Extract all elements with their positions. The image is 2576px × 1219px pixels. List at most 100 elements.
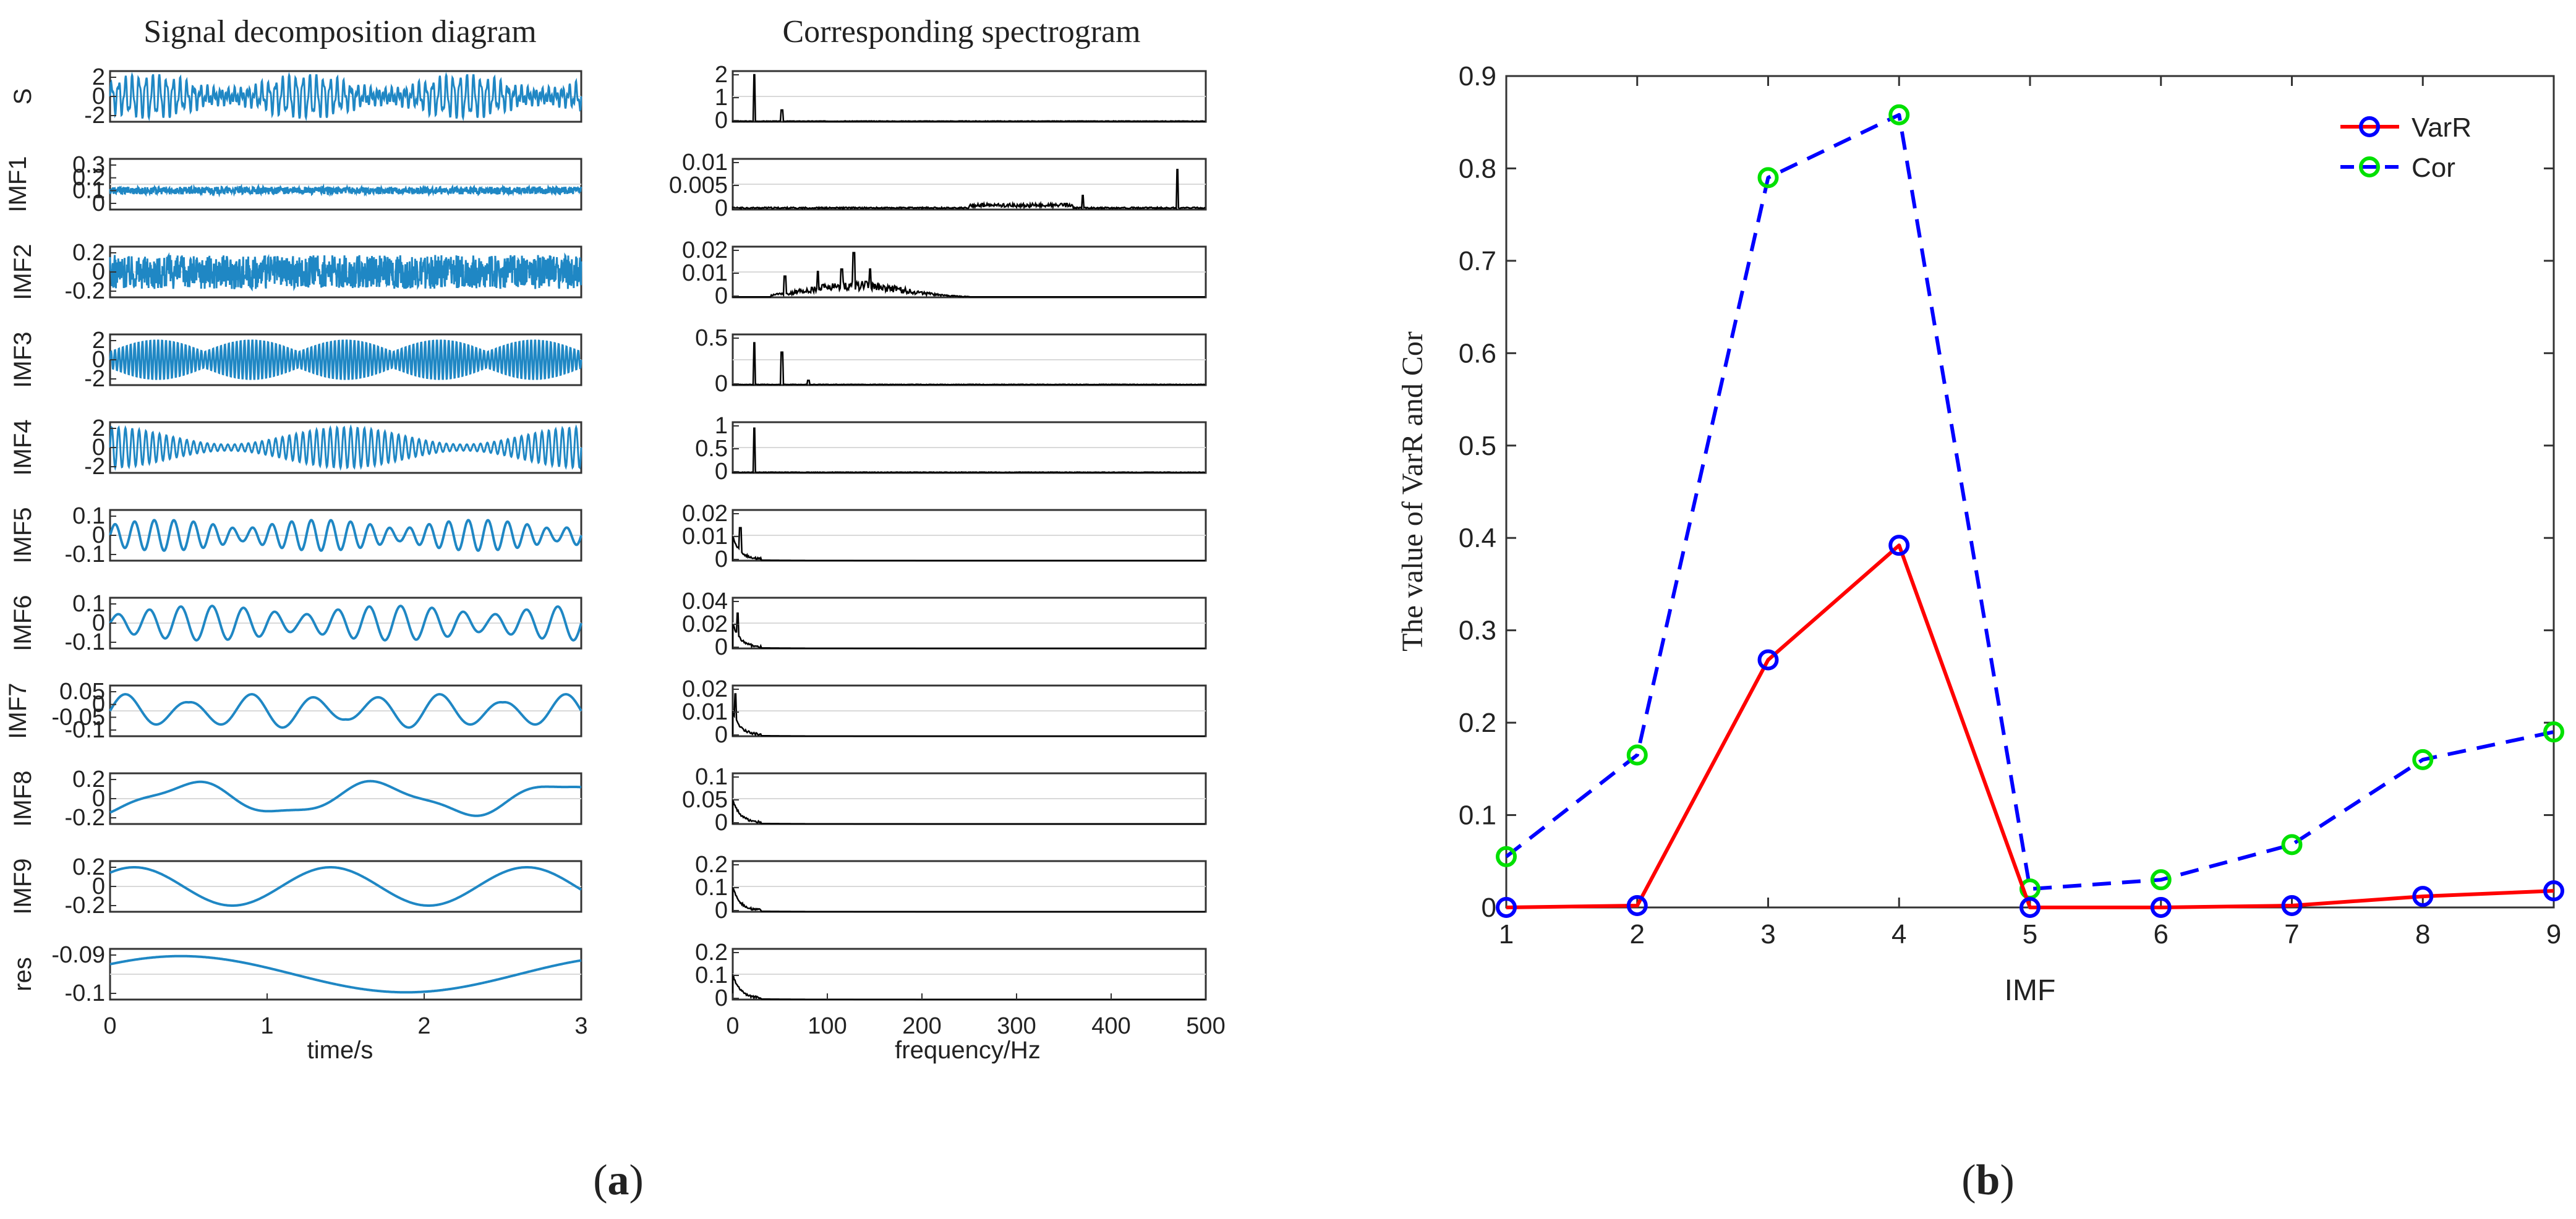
series-varr-marker [2150,897,2172,918]
signal-ytick-label: 2 [92,415,105,441]
spectrum-ytick-label: 0.02 [682,676,728,702]
signal-ytick-label: 0.2 [72,767,105,792]
series-varr-marker [1496,897,1517,918]
series-varr-marker [2281,895,2303,917]
b-ytick-label: 0.3 [1459,616,1496,646]
row-label-imf9: IMF9 [9,858,36,914]
signal-ytick-label: 0 [92,610,105,636]
time-xtick-label: 1 [260,1013,273,1039]
signal-trace-imf6 [109,605,582,642]
series-varr-line [1506,543,2554,909]
signal-ytick-label: 0.3 [72,152,105,178]
row-label-imf3: IMF3 [9,331,36,388]
freq-xtick-label: 100 [808,1013,847,1039]
freq-xtick-label: 200 [902,1013,941,1039]
b-xtick-label: 4 [1891,919,1906,949]
spectrum-ytick-label: 0 [715,898,728,924]
signal-ytick-label: -0.05 [51,704,105,730]
plot-b-y-axis: 0 0.1 0.2 0.3 0.4 0.5 0.6 0.7 0.8 0.9 [1459,61,2554,923]
signal-ytick-label: 0.2 [72,240,105,266]
spectrum-ytick-label: 0 [715,985,728,1011]
b-ytick-label: 0.4 [1459,523,1496,553]
series-varr-marker [2019,897,2041,918]
row-label-res: res [9,957,36,992]
panel-a: Signal decomposition diagram Correspondi… [4,14,1226,1204]
series-cor-marker [1888,104,1910,125]
spectrum-ytick-label: 0 [715,108,728,134]
b-xtick-label: 3 [1760,919,1775,949]
signal-ytick-label: 0.1 [72,503,105,529]
signal-trace-imf9 [109,866,582,907]
signal-ytick-label: 2 [92,64,105,90]
row-label-imf6: IMF6 [9,595,36,651]
freq-x-axis-label: frequency/Hz [895,1037,1041,1064]
series-varr-marker [1888,535,1910,556]
row-label-imf4: IMF4 [9,419,36,475]
signal-ytick-label: 0.1 [72,591,105,617]
spectrum-trace-imf3 [731,342,1206,386]
spectrum-ytick-label: 0.01 [682,524,728,550]
spectrum-ytick-label: 0.02 [682,237,728,263]
spectrum-trace-imf5 [731,527,1205,562]
row-label-imf2: IMF2 [9,244,36,300]
spectrum-ytick-label: 0.01 [682,150,728,176]
spectrum-trace-imf7 [731,693,1205,737]
signal-ytick-label: -0.1 [65,629,105,655]
plot-b-x-axis: 1 2 3 4 5 6 7 8 9 [1499,76,2561,949]
spectrum-ytick-label: 0 [715,459,728,485]
row-label-s: S [9,88,36,105]
series-cor-marker [1626,744,1648,766]
spectrum-ytick-label: 0.5 [695,325,728,351]
b-ytick-label: 0.2 [1459,708,1496,738]
spectrum-ytick-label: 0 [715,810,728,836]
plot-b-legend: VarR Cor [2340,113,2472,183]
signal-ytick-label: 0 [92,522,105,548]
spectrum-ytick-label: 1 [715,413,728,439]
spectrum-ytick-label: 0.04 [682,588,728,614]
signal-ytick-label: 0.05 [59,679,105,705]
spectrum-trace-imf4 [731,427,1205,474]
signal-ytick-label: 0 [92,873,105,899]
b-xtick-label: 8 [2415,919,2430,949]
spectrum-ytick-label: 0.2 [695,852,728,878]
signal-ytick-label: -2 [84,103,105,129]
series-cor-marker [2412,749,2434,770]
spectrum-ytick-label: 0.2 [695,940,728,966]
spectrum-ytick-label: 0.005 [669,172,728,198]
series-varr-marker [2543,880,2564,902]
spectrum-ytick-label: 0.02 [682,501,728,527]
series-cor-marker [1757,167,1779,189]
spectrum-ytick-label: 0.1 [695,875,728,901]
spectrum-ytick-label: 1 [715,85,728,111]
signal-ytick-label: -0.2 [65,893,105,919]
row-label-imf7: IMF7 [4,682,32,739]
time-xtick-label: 3 [574,1013,587,1039]
signal-trace-imf8 [109,779,581,817]
series-varr-marker [1757,649,1779,671]
plot-b-y-axis-label: The value of VarR and Cor [1396,331,1429,652]
signal-ytick-label: 2 [92,328,105,354]
spectrum-ytick-label: 2 [715,62,728,88]
plot-b-frame [1505,75,2555,909]
panel-b-label: (b) [1961,1157,2015,1204]
spectrum-trace-imf6 [731,612,1205,650]
spectrum-trace-res [731,974,1205,1001]
freq-xtick-label: 0 [726,1013,739,1039]
signal-ytick-label: 0.1 [72,177,105,203]
b-xtick-label: 7 [2284,919,2299,949]
legend-cor-label: Cor [2412,153,2455,183]
spectrum-ytick-label: 0.02 [682,611,728,637]
signal-ytick-label: -0.2 [65,278,105,304]
series-varr-marker [1626,895,1648,917]
b-ytick-label: 0.6 [1459,338,1496,368]
signal-ytick-label: 0 [92,786,105,812]
left-column-title: Signal decomposition diagram [143,14,536,49]
spectrum-ytick-label: 0 [715,195,728,221]
